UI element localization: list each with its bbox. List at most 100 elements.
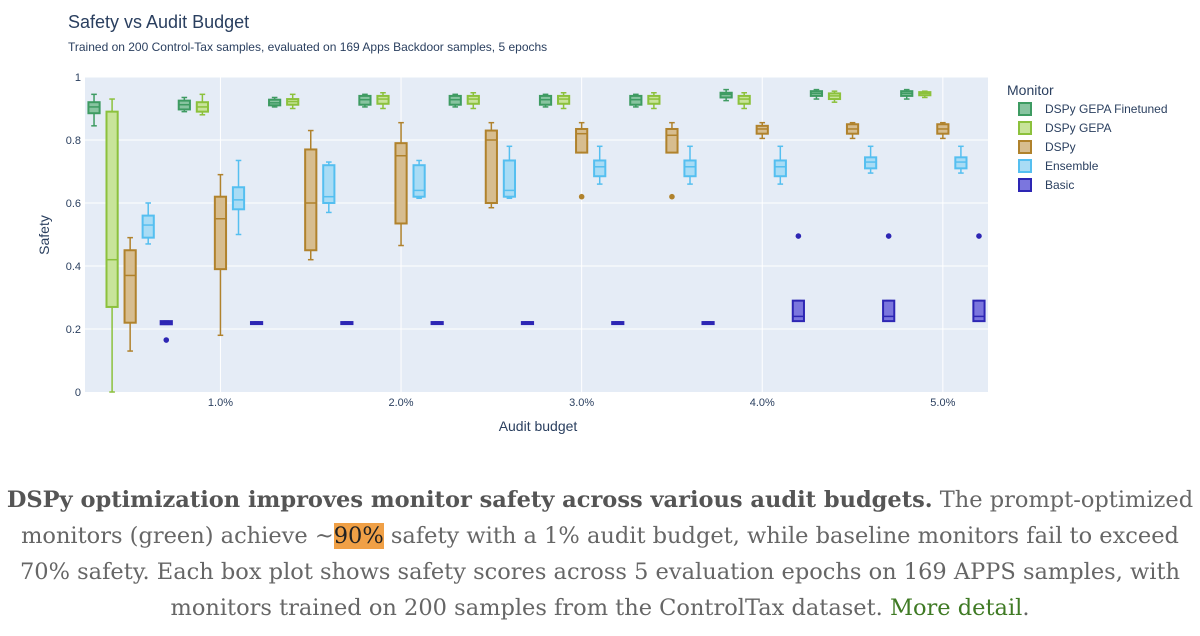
legend-label: DSPy — [1045, 140, 1076, 154]
box-iqr — [484, 129, 498, 204]
box-dspy-gepa — [556, 92, 571, 110]
box-iqr — [412, 164, 426, 198]
axes: 0 0.2 0.4 0.6 0.8 1 1.0% 2.0% 3.0% 4.0% 5.0% — [66, 72, 956, 409]
outlier-point — [669, 193, 675, 200]
box-iqr — [231, 186, 246, 211]
box-iqr — [593, 159, 607, 178]
box-basic — [249, 321, 264, 326]
legend-swatch — [1018, 178, 1032, 192]
box-dspy-gepa — [918, 90, 932, 99]
y-tick-label: 0.6 — [66, 198, 81, 210]
caption-highlight: 90% — [333, 523, 384, 549]
legend-label: DSPy GEPA Finetuned — [1045, 102, 1168, 116]
box-dspy-gepa-finetuned — [358, 93, 372, 108]
box-basic — [340, 321, 354, 326]
box-iqr — [683, 159, 697, 178]
outlier-point — [578, 193, 585, 200]
box-ensemble — [502, 145, 517, 200]
legend-swatch — [1018, 140, 1032, 154]
legend-label: Ensemble — [1045, 159, 1099, 173]
box-iqr — [376, 94, 390, 105]
box-iqr — [213, 195, 228, 271]
box-ensemble — [231, 159, 246, 236]
caption-lead: DSPy optimization improves monitor safet… — [6, 487, 933, 513]
caption-end: . — [1022, 595, 1030, 621]
box-dspy — [394, 121, 408, 247]
outlier-point — [163, 337, 170, 343]
box-iqr — [556, 94, 571, 105]
box-layer — [87, 88, 986, 393]
chart-subtitle: Trained on 200 Control-Tax samples, eval… — [68, 40, 547, 54]
x-tick-label: 5.0% — [930, 397, 955, 409]
box-iqr — [719, 91, 733, 99]
x-tick-label: 4.0% — [750, 397, 775, 409]
box-dspy-gepa — [105, 98, 119, 393]
box-iqr — [123, 249, 137, 324]
box-basic — [611, 321, 625, 326]
box-iqr — [791, 299, 805, 323]
box-iqr — [141, 214, 155, 239]
outlier-point — [795, 233, 802, 239]
box-dspy-gepa — [737, 92, 751, 110]
box-iqr — [466, 94, 480, 105]
outlier-point — [976, 233, 982, 239]
box-dspy — [213, 173, 228, 337]
legend-label: Basic — [1045, 178, 1074, 192]
box-ensemble — [683, 145, 697, 185]
x-tick-label: 3.0% — [569, 397, 594, 409]
box-dspy-gepa-finetuned — [87, 93, 101, 127]
legend: Monitor DSPy GEPA Finetuned DSPy GEPA DSPy… — [1007, 82, 1168, 192]
box-ensemble — [322, 161, 336, 214]
box-iqr — [647, 94, 661, 105]
box-iqr — [575, 127, 589, 154]
more-detail-link[interactable]: More detail — [889, 595, 1023, 621]
box-iqr — [882, 299, 896, 323]
box-ensemble — [412, 159, 426, 200]
box-dspy-gepa-finetuned — [900, 88, 914, 100]
y-tick-label: 0.2 — [66, 324, 81, 336]
box-dspy-gepa-finetuned — [719, 88, 733, 102]
y-axis-label: Safety — [36, 215, 52, 255]
x-tick-label: 1.0% — [208, 397, 233, 409]
box-dspy — [845, 121, 860, 140]
box-iqr — [665, 127, 679, 154]
box-dspy-gepa — [376, 92, 390, 110]
legend-swatch — [1018, 102, 1032, 116]
box-ensemble — [864, 145, 878, 174]
box-iqr — [322, 164, 336, 204]
box-basic — [882, 233, 896, 323]
box-dspy-gepa-finetuned — [268, 96, 282, 108]
outlier-point — [885, 233, 892, 239]
box-dspy — [936, 121, 950, 140]
box-iqr — [87, 101, 101, 115]
x-tick-label: 2.0% — [389, 397, 414, 409]
box-ensemble — [141, 202, 155, 245]
y-tick-label: 1 — [75, 72, 81, 84]
y-tick-label: 0.8 — [66, 135, 81, 147]
box-dspy — [304, 129, 318, 261]
legend-title: Monitor — [1007, 82, 1054, 98]
box-dspy-gepa-finetuned — [177, 96, 191, 113]
box-ensemble — [773, 145, 787, 185]
box-iqr — [954, 156, 968, 170]
box-basic — [701, 321, 715, 326]
safety-box-chart: Safety vs Audit Budget Trained on 200 Co… — [36, 12, 1168, 434]
box-ensemble — [954, 145, 968, 174]
box-dspy-gepa — [286, 93, 300, 110]
caption-text-1: The prompt-optimized monitors (green) ac… — [21, 487, 1194, 549]
box-dspy-gepa — [647, 92, 661, 110]
box-dspy — [484, 121, 498, 209]
y-tick-label: 0.4 — [66, 261, 81, 273]
box-iqr — [304, 148, 318, 252]
box-dspy-gepa-finetuned — [538, 93, 553, 108]
box-dspy-gepa-finetuned — [629, 93, 643, 108]
box-dspy — [755, 121, 769, 140]
box-dspy-gepa-finetuned — [448, 93, 462, 108]
box-iqr — [502, 159, 517, 198]
box-iqr — [972, 299, 986, 323]
legend-label: DSPy GEPA — [1045, 121, 1111, 135]
box-iqr — [755, 124, 769, 135]
box-iqr — [737, 94, 751, 105]
x-axis-label: Audit budget — [499, 418, 578, 434]
box-basic — [159, 320, 173, 343]
